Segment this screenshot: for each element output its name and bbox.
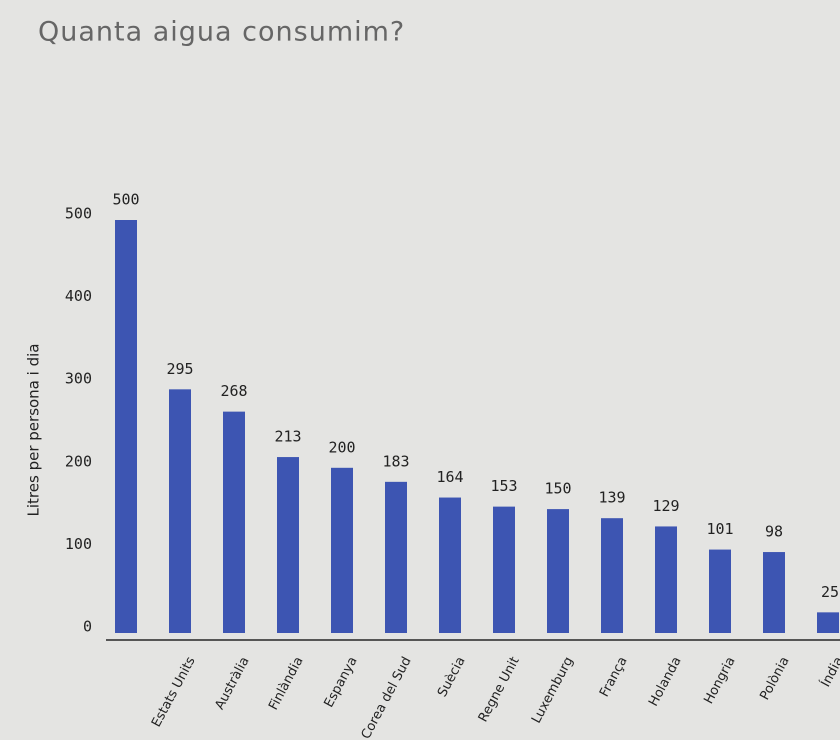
bar: [169, 389, 191, 633]
bar: [439, 497, 461, 633]
chart-title: Quanta aigua consumim?: [38, 17, 405, 48]
data-label: 25: [821, 583, 839, 601]
bar: [385, 481, 407, 633]
bar: [547, 509, 569, 633]
data-label: 129: [652, 497, 679, 515]
y-axis-label: Litres per persona i dia: [25, 344, 43, 517]
y-tick-label: 300: [65, 370, 92, 388]
data-label: 164: [436, 468, 463, 486]
data-label: 139: [598, 489, 625, 507]
data-label: 500: [112, 191, 139, 209]
bar: [655, 526, 677, 633]
data-label: 98: [765, 523, 783, 541]
bar: [493, 506, 515, 633]
data-label: 295: [166, 360, 193, 378]
bar: [817, 612, 839, 633]
data-label: 268: [220, 382, 247, 400]
y-tick-label: 0: [83, 618, 92, 636]
data-label: 101: [706, 520, 733, 538]
bar: [115, 220, 137, 633]
bar: [277, 457, 299, 633]
data-label: 183: [382, 452, 409, 470]
data-label: 200: [328, 438, 355, 456]
y-tick-label: 400: [65, 287, 92, 305]
y-tick-label: 100: [65, 535, 92, 553]
bar: [763, 552, 785, 633]
data-label: 153: [490, 477, 517, 495]
bar: [601, 518, 623, 633]
data-label: 213: [274, 428, 301, 446]
bar: [709, 549, 731, 633]
bar: [223, 411, 245, 633]
y-tick-label: 500: [65, 205, 92, 223]
y-tick-label: 200: [65, 452, 92, 470]
data-label: 150: [544, 480, 571, 498]
bar: [331, 467, 353, 633]
